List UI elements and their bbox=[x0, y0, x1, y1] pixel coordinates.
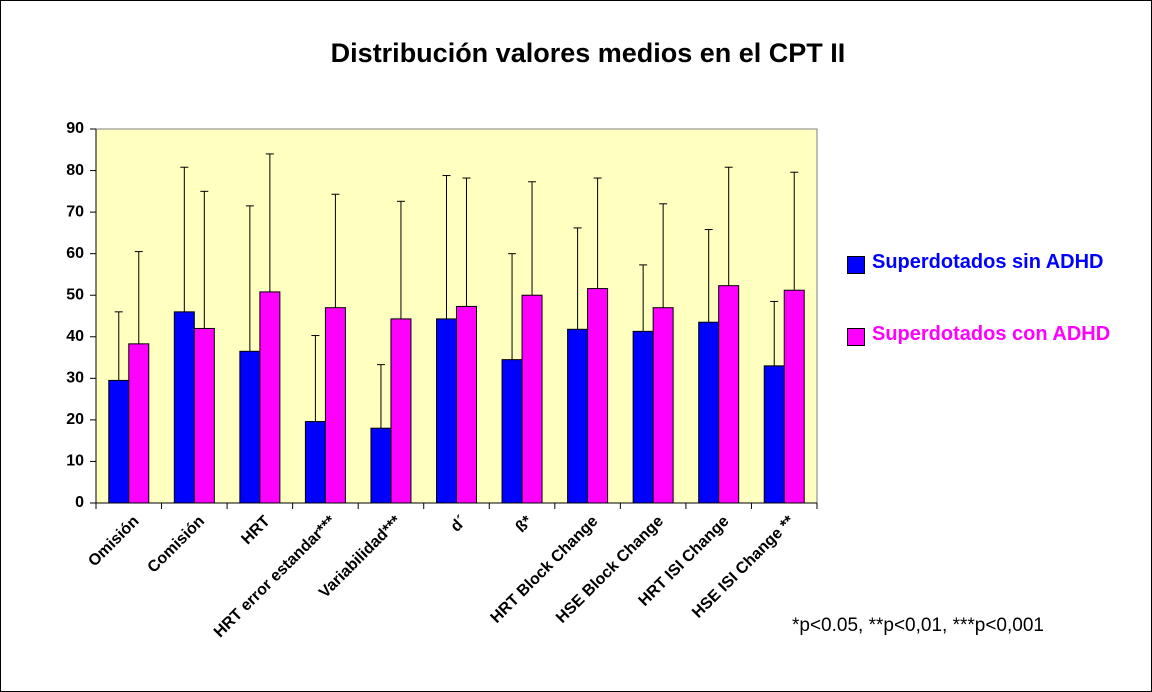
bar bbox=[173, 311, 195, 504]
bar bbox=[370, 427, 392, 504]
bar bbox=[456, 305, 477, 504]
bar bbox=[783, 289, 805, 504]
bar bbox=[239, 350, 261, 504]
bar bbox=[652, 307, 674, 504]
y-tick-label: 80 bbox=[66, 162, 84, 179]
y-tick-label: 90 bbox=[66, 120, 84, 137]
bar bbox=[193, 327, 215, 504]
bar bbox=[501, 359, 523, 504]
legend-swatch bbox=[847, 256, 865, 274]
bar bbox=[587, 288, 609, 504]
bar bbox=[436, 318, 457, 504]
chart-title: Distribución valores medios en el CPT II bbox=[331, 38, 846, 68]
bar bbox=[632, 330, 654, 504]
bar bbox=[108, 379, 130, 504]
legend-swatch bbox=[847, 328, 865, 346]
bar bbox=[763, 365, 785, 504]
bar bbox=[128, 343, 150, 504]
bar bbox=[324, 307, 346, 504]
y-tick-label: 10 bbox=[66, 453, 84, 470]
bar bbox=[567, 328, 589, 504]
legend-label: Superdotados sin ADHD bbox=[872, 251, 1104, 273]
bar bbox=[718, 285, 740, 504]
bar bbox=[259, 291, 281, 504]
bar bbox=[304, 421, 326, 504]
y-tick-label: 70 bbox=[66, 203, 84, 220]
legend-label: Superdotados con ADHD bbox=[872, 323, 1111, 345]
bar bbox=[698, 321, 720, 504]
bar bbox=[390, 318, 412, 504]
y-tick-label: 0 bbox=[75, 494, 84, 511]
y-tick-label: 40 bbox=[66, 328, 84, 345]
y-tick-label: 50 bbox=[66, 286, 84, 303]
y-tick-label: 30 bbox=[66, 370, 84, 387]
y-tick-label: 20 bbox=[66, 411, 84, 428]
bar bbox=[521, 294, 543, 504]
annotation: *p<0.05, **p<0,01, ***p<0,001 bbox=[792, 615, 1044, 636]
y-tick-label: 60 bbox=[66, 245, 84, 262]
